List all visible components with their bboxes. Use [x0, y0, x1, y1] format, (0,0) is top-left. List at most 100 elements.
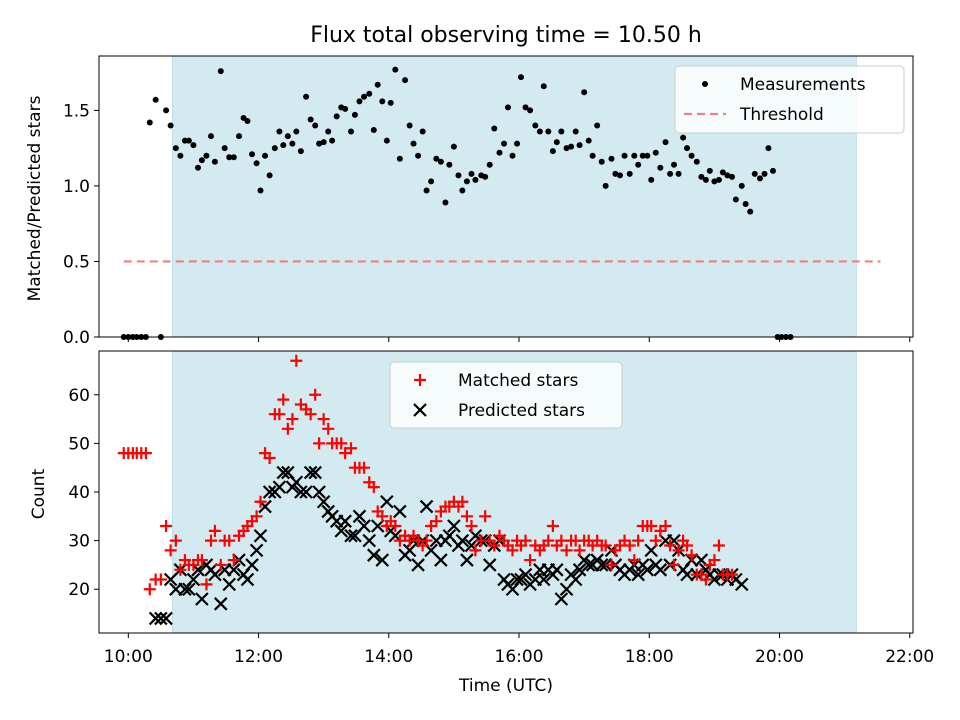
matched-star-point	[430, 515, 443, 528]
predicted-star-point	[148, 611, 163, 626]
measurement-point	[482, 173, 489, 180]
matched-star-point	[309, 388, 322, 401]
predicted-star-point	[299, 485, 313, 499]
measurement-point	[602, 182, 609, 189]
legend-matched-marker	[414, 374, 426, 386]
matched-star-point	[160, 520, 173, 533]
measurement-point	[675, 170, 682, 177]
measurement-point	[185, 137, 192, 144]
predicted-star-point	[568, 572, 583, 587]
matched-star-point	[273, 408, 286, 421]
measurement-point	[351, 111, 358, 118]
measurement-point	[688, 152, 695, 159]
top-y-axis-label: Matched/Predicted stars	[25, 95, 45, 301]
matched-star-point	[367, 481, 380, 494]
measurement-point	[383, 137, 390, 144]
matched-star-point	[668, 558, 681, 571]
measurement-point	[711, 178, 718, 185]
measurement-point	[553, 139, 560, 146]
measurement-point	[540, 83, 547, 90]
predicted-star-point	[518, 567, 533, 582]
y-tick-label: 30	[68, 532, 90, 552]
predicted-star-point	[276, 465, 291, 480]
y-tick-label: 60	[68, 386, 90, 406]
measurement-point	[177, 152, 184, 159]
x-tick-label: 22:00	[885, 647, 934, 667]
measurement-point	[262, 152, 269, 159]
measurement-point	[568, 143, 575, 150]
measurement-point	[329, 137, 336, 144]
matched-star-point	[317, 413, 330, 426]
matched-star-point	[205, 534, 218, 547]
measurement-point	[631, 152, 638, 159]
matched-star-point	[277, 393, 290, 406]
measurement-point	[289, 140, 296, 147]
measurement-point	[648, 176, 655, 183]
matched-star-point	[623, 539, 636, 552]
measurement-point	[706, 167, 713, 174]
measurement-point	[402, 77, 409, 84]
measurement-point	[333, 113, 340, 120]
matched-star-point	[488, 539, 501, 552]
measurement-point	[249, 151, 256, 158]
matched-star-point	[708, 554, 721, 567]
legend-x-glyph	[413, 403, 427, 417]
x-tick-label: 14:00	[364, 647, 413, 667]
matched-star-point	[345, 442, 358, 455]
measurement-point	[612, 170, 619, 177]
predicted-star-point	[447, 519, 461, 533]
measurement-point	[549, 148, 556, 155]
predicted-star-point	[308, 465, 322, 480]
measurement-point	[761, 170, 768, 177]
measurement-point	[509, 152, 516, 159]
predicted-star-point	[455, 533, 470, 548]
measurement-point	[217, 68, 224, 75]
measurement-point	[621, 152, 628, 159]
matched-star-point	[649, 534, 662, 547]
measurement-point	[635, 161, 642, 168]
measurement-point	[433, 155, 440, 162]
matched-star-point	[542, 534, 555, 547]
measurement-point	[276, 128, 283, 135]
y-tick-label: 20	[68, 580, 90, 600]
measurement-point	[406, 122, 413, 129]
measurement-point	[280, 142, 287, 149]
measurement-point	[572, 128, 579, 135]
measurement-point	[536, 128, 543, 135]
measurement-point	[698, 173, 705, 180]
matched-star-point	[335, 437, 348, 450]
measurement-point	[751, 170, 758, 177]
measurement-point	[585, 137, 592, 144]
x-tick-label: 12:00	[234, 647, 283, 667]
measurement-point	[152, 96, 159, 103]
matched-star-point	[685, 549, 698, 562]
measurement-point	[719, 169, 726, 176]
measurement-point	[172, 145, 179, 152]
measurement-point	[442, 199, 449, 206]
measurement-point	[747, 208, 754, 215]
measurement-point	[146, 119, 153, 126]
measurement-point	[626, 170, 633, 177]
measurement-point	[504, 104, 511, 111]
matched-star-point	[263, 451, 276, 464]
matched-star-point	[250, 510, 263, 523]
predicted-star-point	[253, 528, 268, 543]
measurement-point	[644, 152, 651, 159]
matched-star-point	[376, 510, 389, 523]
predicted-star-point	[334, 524, 349, 538]
predicted-star-point	[245, 558, 259, 572]
measurement-point	[468, 170, 475, 177]
bottom-panel-marks	[117, 354, 749, 626]
predicted-star-point	[362, 533, 377, 548]
measurement-point	[419, 128, 426, 135]
top-panel-marks	[120, 66, 881, 340]
matched-star-point	[605, 558, 618, 571]
y-tick-label: 0.0	[63, 328, 90, 348]
y-tick-label: 50	[68, 434, 90, 454]
measurement-point	[303, 93, 310, 100]
legend-measurements-label: Measurements	[740, 75, 866, 95]
measurement-point	[203, 152, 210, 159]
measurement-point	[657, 164, 664, 171]
measurement-point	[379, 98, 386, 105]
measurement-point	[221, 145, 228, 152]
